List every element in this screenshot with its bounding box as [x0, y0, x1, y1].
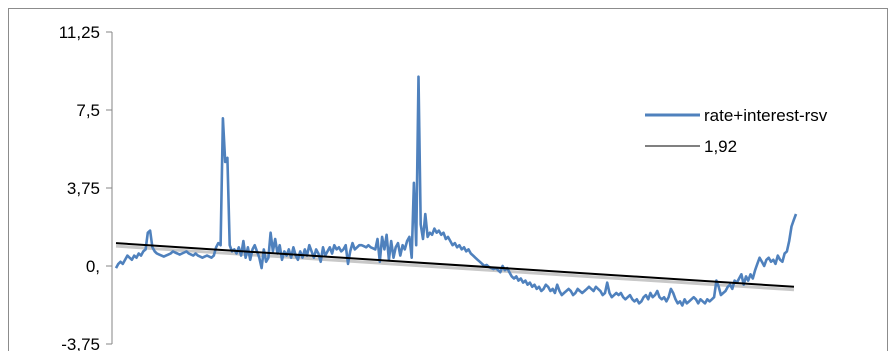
y-tick-label: 7,5 — [76, 101, 100, 120]
series-line-rate-interest-rsv — [114, 75, 798, 307]
y-tick-label: 0, — [86, 257, 100, 276]
y-axis: 11,25 7,5 3,75 0, -3,75 — [59, 23, 113, 351]
legend-label-rate-interest-rsv: rate+interest-rsv — [704, 106, 828, 125]
y-tick-label: -3,75 — [61, 335, 100, 351]
chart-frame — [8, 8, 888, 351]
trend-line-shadow — [115, 244, 795, 292]
y-tick-label: 11,25 — [59, 23, 100, 42]
legend-label-trend: 1,92 — [704, 137, 737, 156]
trend-line — [115, 242, 795, 288]
series-group — [114, 75, 798, 307]
y-tick-label: 3,75 — [67, 179, 100, 198]
legend: rate+interest-rsv 1,92 — [645, 106, 828, 156]
